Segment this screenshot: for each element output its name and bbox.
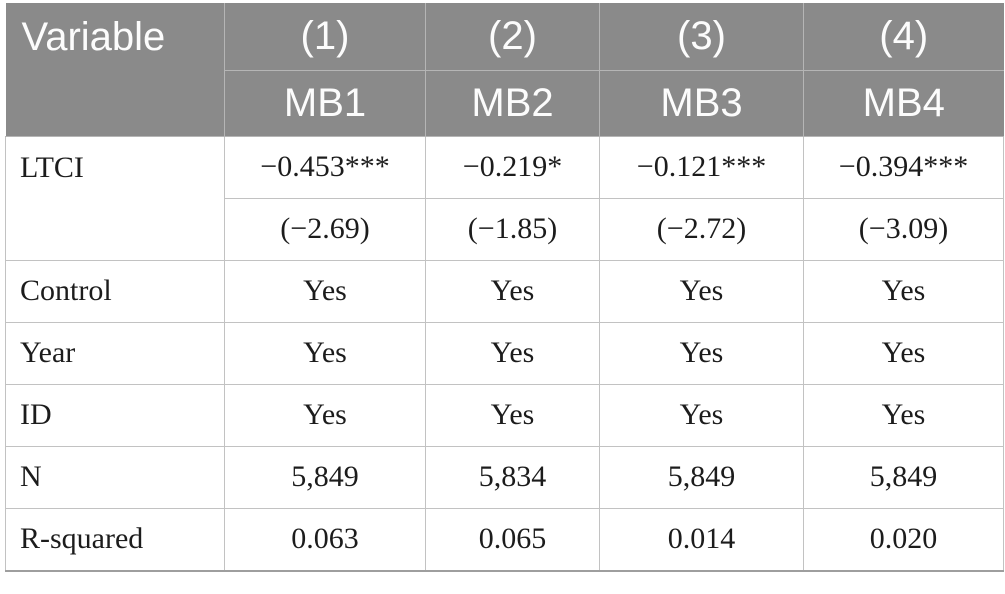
table-row-id: ID Yes Yes Yes Yes [5, 384, 1004, 447]
id-value-mb1: Yes [224, 384, 426, 447]
year-value-mb2: Yes [425, 322, 600, 385]
header-row-model-names: MB1 MB2 MB3 MB4 [6, 70, 1004, 137]
control-value-mb4: Yes [803, 260, 1004, 323]
model-number-header-3: (3) [599, 3, 804, 71]
ltci-tvalue-mb4: (−3.09) [803, 198, 1004, 261]
model-number-header-1: (1) [224, 3, 426, 71]
row-label-year: Year [5, 322, 225, 385]
control-value-mb3: Yes [599, 260, 804, 323]
ltci-tvalue-mb3: (−2.72) [599, 198, 804, 261]
n-value-mb1: 5,849 [224, 446, 426, 509]
page: Variable (1) (2) (3) (4) MB1 MB2 MB3 MB4… [0, 3, 1005, 594]
rsquared-value-mb3: 0.014 [599, 508, 804, 572]
ltci-tvalue-mb2: (−1.85) [425, 198, 600, 261]
ltci-coefficient-mb1: −0.453*** [224, 136, 426, 199]
n-value-mb2: 5,834 [425, 446, 600, 509]
n-value-mb3: 5,849 [599, 446, 804, 509]
regression-table: Variable (1) (2) (3) (4) MB1 MB2 MB3 MB4… [5, 3, 1004, 572]
model-number-header-2: (2) [425, 3, 600, 71]
control-value-mb1: Yes [224, 260, 426, 323]
ltci-coefficient-mb2: −0.219* [425, 136, 600, 199]
row-label-ltci: LTCI [5, 136, 225, 261]
row-label-control: Control [5, 260, 225, 323]
table-row-control: Control Yes Yes Yes Yes [5, 260, 1004, 323]
control-value-mb2: Yes [425, 260, 600, 323]
year-value-mb4: Yes [803, 322, 1004, 385]
header-row-model-numbers: Variable (1) (2) (3) (4) [5, 3, 1004, 137]
model-name-header-mb3: MB3 [599, 70, 804, 137]
ltci-coefficient-row: LTCI −0.453*** −0.219* −0.121*** −0.394*… [5, 136, 1004, 261]
year-value-mb3: Yes [599, 322, 804, 385]
table-header: Variable (1) (2) (3) (4) MB1 MB2 MB3 MB4 [5, 3, 1004, 137]
table-row-year: Year Yes Yes Yes Yes [5, 322, 1004, 385]
model-name-header-mb4: MB4 [803, 70, 1004, 137]
ltci-coefficient-mb3: −0.121*** [599, 136, 804, 199]
variable-column-header: Variable [5, 3, 225, 137]
ltci-tvalue-mb1: (−2.69) [224, 198, 426, 261]
model-number-header-4: (4) [803, 3, 1004, 71]
model-name-header-mb1: MB1 [224, 70, 426, 137]
row-label-n: N [5, 446, 225, 509]
rsquared-value-mb1: 0.063 [224, 508, 426, 572]
id-value-mb2: Yes [425, 384, 600, 447]
id-value-mb4: Yes [803, 384, 1004, 447]
n-value-mb4: 5,849 [803, 446, 1004, 509]
rsquared-value-mb4: 0.020 [803, 508, 1004, 572]
rsquared-value-mb2: 0.065 [425, 508, 600, 572]
table-body: LTCI −0.453*** −0.219* −0.121*** −0.394*… [5, 136, 1004, 572]
id-value-mb3: Yes [599, 384, 804, 447]
row-label-rsquared: R-squared [5, 508, 225, 572]
ltci-coefficient-mb4: −0.394*** [803, 136, 1004, 199]
ltci-tvalue-row: (−2.69) (−1.85) (−2.72) (−3.09) [6, 198, 1004, 261]
row-label-id: ID [5, 384, 225, 447]
model-name-header-mb2: MB2 [425, 70, 600, 137]
table-row-rsquared: R-squared 0.063 0.065 0.014 0.020 [5, 508, 1004, 572]
year-value-mb1: Yes [224, 322, 426, 385]
table-row-n: N 5,849 5,834 5,849 5,849 [5, 446, 1004, 509]
